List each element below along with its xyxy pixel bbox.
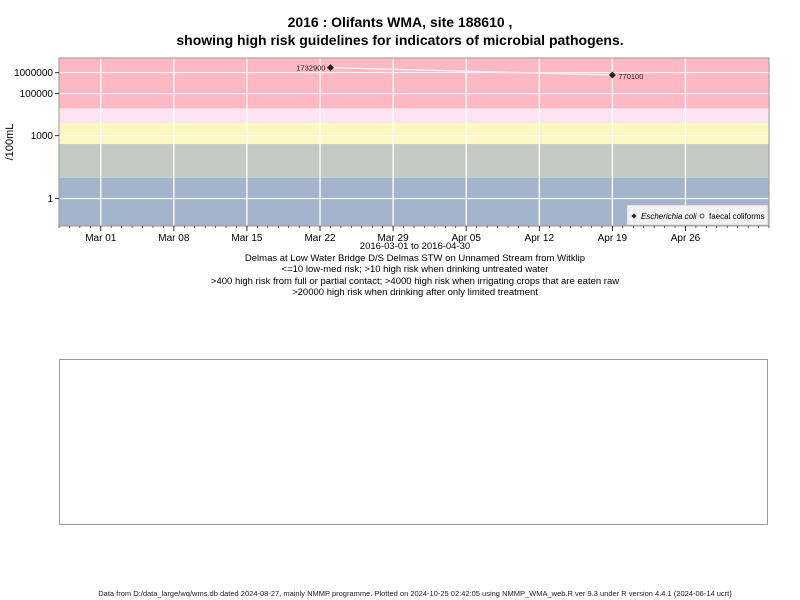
legend-marker-0 [631, 213, 637, 219]
risk-note-3: >20000 high risk when drinking after onl… [292, 287, 538, 298]
y-axis-label: /100mL [4, 124, 16, 161]
risk-note-1: <=10 low-med risk; >10 high risk when dr… [281, 264, 549, 275]
legend-box [626, 204, 769, 226]
chart-title-line1: 2016 : Olifants WMA, site 188610 , [287, 14, 513, 30]
risk-band-4 [59, 58, 769, 109]
risk-band-3 [59, 108, 769, 124]
x-tick-label-1: Mar 08 [158, 233, 190, 244]
x-tick-label-8: Apr 26 [671, 233, 701, 244]
y-tick-label-0: 1 [47, 194, 53, 205]
footer-note: Data from D:/data_large/wq/wms.db dated … [98, 589, 732, 598]
series-line-0 [330, 66, 613, 76]
x-axis-label: 2016-03-01 to 2016-04-30 [359, 241, 471, 252]
y-tick-label-2: 100000 [20, 89, 54, 100]
x-tick-label-3: Mar 22 [304, 233, 336, 244]
site-description: Delmas at Low Water Bridge D/S Delmas ST… [244, 253, 586, 264]
risk-band-1 [59, 144, 769, 178]
x-tick-label-6: Apr 12 [525, 233, 555, 244]
y-tick-label-3: 1000000 [14, 68, 53, 79]
risk-note-2: >400 high risk from full or partial cont… [210, 276, 620, 287]
data-point-0-1 [608, 71, 616, 79]
legend-label-0: Escherichia coli [641, 212, 697, 221]
y-tick-label-1: 1000 [31, 131, 54, 142]
x-tick-label-2: Mar 15 [231, 233, 263, 244]
chart-svg: Mar 01 Mar 08 Mar 15 Mar 22 Mar 29 Apr 05 Apr … [4, 57, 770, 244]
x-tick-label-5: Apr 05 [451, 233, 481, 244]
chart-title-line2: showing high risk guidelines for indicat… [176, 32, 624, 48]
data-point-0-0 [326, 64, 334, 72]
data-label-0-1: 770100 [618, 72, 643, 81]
legend-marker-1 [699, 213, 705, 219]
x-tick-label-0: Mar 01 [85, 233, 117, 244]
x-tick-label-7: Apr 19 [598, 233, 628, 244]
empty-plot-panel [59, 359, 768, 525]
risk-band-2 [59, 123, 769, 145]
x-tick-label-4: Mar 29 [378, 233, 410, 244]
data-label-0-0: 1732900 [296, 64, 325, 73]
legend-label-1: faecal coliforms [709, 212, 765, 221]
